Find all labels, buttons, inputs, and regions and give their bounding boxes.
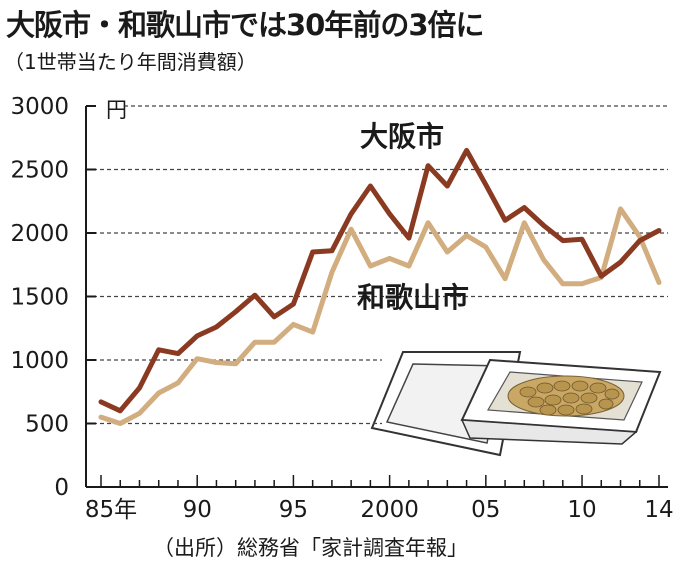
x-axis-ticks: 85年 90 95 2000 05 10 14 xyxy=(85,475,674,523)
grid-lines xyxy=(86,105,668,425)
series-line-wakayama xyxy=(98,206,662,426)
chart-subtitle: （1世帯当たり年間消費額） xyxy=(4,50,257,74)
y-tick-label: 2500 xyxy=(10,158,69,184)
series-label-wakayama: 和歌山市 xyxy=(357,281,469,314)
y-tick-label: 3000 xyxy=(10,94,69,120)
series-group xyxy=(98,147,662,426)
natto-pack-icon xyxy=(370,351,662,457)
y-tick-label: 1000 xyxy=(10,348,69,374)
series-label-osaka: 大阪市 xyxy=(360,120,444,153)
y-tick-label: 500 xyxy=(25,412,69,438)
chart-title: 大阪市・和歌山市では30年前の3倍に xyxy=(6,8,485,42)
x-tick-label: 85年 xyxy=(85,497,137,523)
x-tick-label: 95 xyxy=(279,497,308,523)
source-note: （出所）総務省「家計調査年報」 xyxy=(153,536,468,560)
x-tick-label: 05 xyxy=(471,497,500,523)
x-tick-label: 14 xyxy=(644,497,673,523)
series-line-osaka xyxy=(98,147,662,414)
x-tick-label: 2000 xyxy=(360,497,419,523)
y-tick-label: 2000 xyxy=(10,221,69,247)
y-axis-ticks: 0 500 1000 1500 2000 2500 3000 xyxy=(10,94,96,501)
x-tick-label: 10 xyxy=(567,497,596,523)
y-tick-label: 0 xyxy=(54,475,69,501)
y-unit-label: 円 xyxy=(106,98,127,122)
y-tick-label: 1500 xyxy=(10,285,69,311)
x-tick-label: 90 xyxy=(183,497,212,523)
